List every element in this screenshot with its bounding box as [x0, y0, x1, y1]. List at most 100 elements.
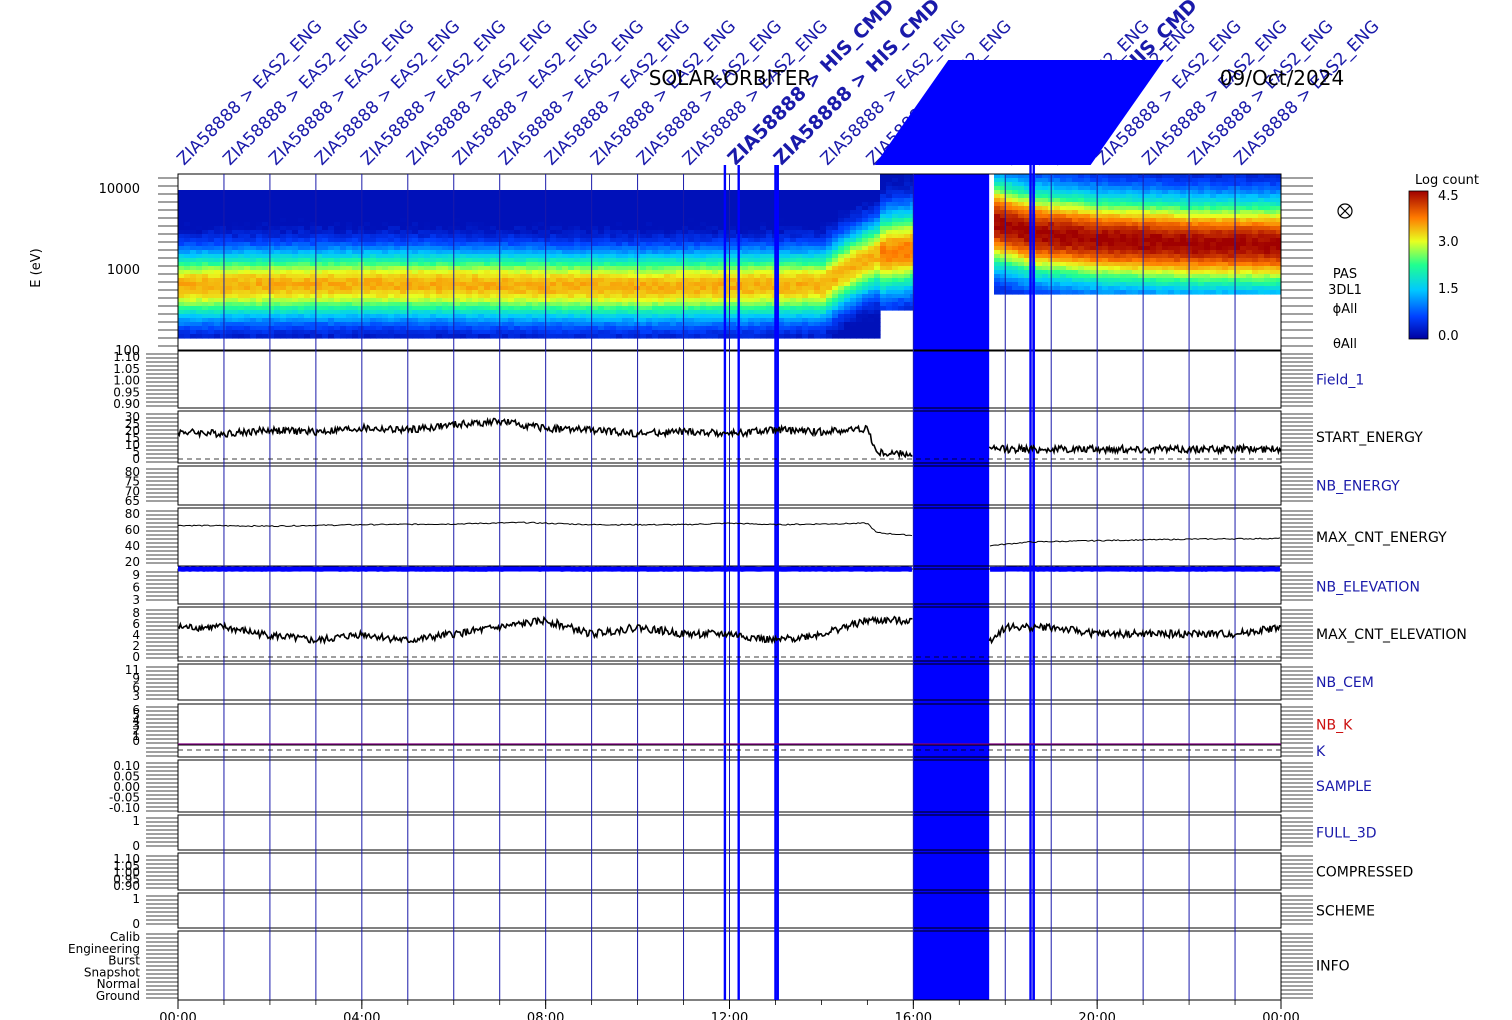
spectrogram-cell [586, 218, 593, 223]
spectrogram-cell [244, 254, 251, 259]
spectrogram-cell [766, 314, 773, 319]
spectrogram-cell [760, 262, 767, 267]
spectrogram-cell [868, 254, 875, 259]
spectrogram-cell [274, 214, 281, 219]
spectrogram-cell [328, 286, 335, 291]
spectrogram-cell [1036, 230, 1043, 235]
spectrogram-cell [478, 282, 485, 287]
spectrogram-cell [196, 254, 203, 259]
spectrogram-cell [334, 270, 341, 275]
spectrogram-cell [730, 334, 737, 339]
spectrogram-cell [238, 202, 245, 207]
spectrogram-cell [388, 306, 395, 311]
spectrogram-cell [394, 278, 401, 283]
spectrogram-cell [580, 238, 587, 243]
spectrogram-cell [616, 278, 623, 283]
spectrogram-cell [358, 278, 365, 283]
spectrogram-cell [994, 202, 1001, 207]
spectrogram-cell [1060, 258, 1067, 263]
spectrogram-cell [238, 318, 245, 323]
spectrogram-cell [226, 270, 233, 275]
spectrogram-cell [472, 206, 479, 211]
spectrogram-cell [862, 270, 869, 275]
spectrogram-cell [274, 262, 281, 267]
spectrogram-cell [448, 306, 455, 311]
spectrogram-cell [316, 290, 323, 295]
spectrogram-cell [388, 242, 395, 247]
spectrogram-cell [508, 214, 515, 219]
spectrogram-cell [490, 314, 497, 319]
spectrogram-cell [448, 286, 455, 291]
spectrogram-cell [442, 318, 449, 323]
spectrogram-cell [688, 218, 695, 223]
spectrogram-cell [400, 330, 407, 335]
spectrogram-cell [778, 242, 785, 247]
spectrogram-cell [256, 210, 263, 215]
spectrogram-cell [664, 334, 671, 339]
spectrogram-cell [712, 198, 719, 203]
spectrogram-cell [820, 250, 827, 255]
spectrogram-cell [598, 238, 605, 243]
spectrogram-cell [532, 298, 539, 303]
spectrogram-cell [550, 226, 557, 231]
spectrogram-cell [790, 330, 797, 335]
spectrogram-cell [418, 218, 425, 223]
spectrogram-cell [724, 270, 731, 275]
spectrogram-cell [592, 238, 599, 243]
spectrogram-cell [586, 226, 593, 231]
spectrogram-cell [514, 206, 521, 211]
spectrogram-cell [466, 222, 473, 227]
spectrogram-cell [886, 194, 893, 199]
spectrogram-cell [478, 190, 485, 195]
spectrogram-cell [592, 322, 599, 327]
spectrogram-cell [532, 194, 539, 199]
spectrogram-cell [478, 334, 485, 339]
spectrogram-cell [238, 266, 245, 271]
spectrogram-cell [214, 330, 221, 335]
spectrogram-cell [292, 210, 299, 215]
spectrogram-cell [448, 274, 455, 279]
spectrogram-cell [196, 202, 203, 207]
spectrogram-cell [298, 330, 305, 335]
spectrogram-cell [568, 242, 575, 247]
spectrogram-cell [610, 270, 617, 275]
spectrogram-cell [874, 262, 881, 267]
spectrogram-cell [850, 202, 857, 207]
spectrogram-cell [562, 246, 569, 251]
spectrogram-cell [262, 302, 269, 307]
spectrogram-cell [454, 230, 461, 235]
spectrogram-cell [538, 246, 545, 251]
spectrogram-cell [388, 282, 395, 287]
spectrogram-cell [814, 230, 821, 235]
spectrogram-cell [586, 294, 593, 299]
spectrogram-cell [778, 190, 785, 195]
spectrogram-cell [370, 302, 377, 307]
spectrogram-cell [244, 262, 251, 267]
spectrogram-cell [1078, 242, 1085, 247]
spectrogram-cell [472, 278, 479, 283]
spectrogram-cell [550, 202, 557, 207]
spectrogram-cell [628, 254, 635, 259]
spectrogram-cell [394, 318, 401, 323]
spectrogram-cell [1018, 182, 1025, 187]
spectrogram-cell [718, 278, 725, 283]
spectrogram-cell [178, 322, 185, 327]
spectrogram-cell [898, 182, 905, 187]
spectrogram-cell [796, 270, 803, 275]
spectrogram-cell [790, 206, 797, 211]
spectrogram-cell [586, 286, 593, 291]
spectrogram-cell [370, 258, 377, 263]
spectrogram-cell [208, 306, 215, 311]
spectrogram-cell [490, 282, 497, 287]
spectrogram-cell [610, 330, 617, 335]
spectrogram-cell [1054, 250, 1061, 255]
spectrogram-cell [532, 250, 539, 255]
spectrogram-cell [730, 222, 737, 227]
spectrogram-cell [724, 298, 731, 303]
spectrogram-cell [886, 278, 893, 283]
spectrogram-cell [460, 286, 467, 291]
spectrogram-cell [316, 258, 323, 263]
spectrogram-cell [694, 190, 701, 195]
spectrogram-cell [1036, 222, 1043, 227]
spectrogram-cell [760, 286, 767, 291]
